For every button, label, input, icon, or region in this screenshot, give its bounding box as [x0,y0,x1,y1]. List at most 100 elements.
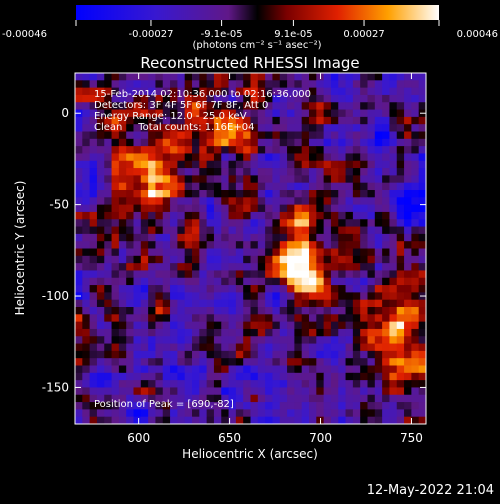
image-cell [279,277,288,286]
image-cell [155,380,164,388]
image-cell [316,211,325,220]
image-cell [170,285,178,293]
image-cell [192,402,200,410]
image-cell [330,94,339,103]
image-cell [228,350,237,359]
image-cell [118,394,127,403]
image-cell [279,263,288,271]
image-cell [396,94,405,103]
image-cell [404,365,412,374]
image-cell [250,131,259,140]
image-cell [162,307,171,315]
image-cell [170,219,178,227]
image-cell [345,285,354,293]
image-cell [133,285,142,293]
image-cell [140,285,149,293]
image-cell [279,153,288,162]
image-cell [111,387,120,396]
image-cell [382,138,390,147]
image-cell [294,197,303,206]
image-cell [265,190,273,198]
image-cell [82,109,91,118]
image-cell [411,219,420,227]
image-cell [418,372,426,381]
image-cell [126,73,134,81]
image-cell [287,343,295,352]
image-cell [287,307,295,315]
image-cell [360,80,368,89]
image-cell [294,255,303,264]
image-cell [330,80,339,89]
image-cell [382,168,390,176]
image-cell [367,255,376,264]
image-cell [206,241,215,249]
image-cell [323,116,332,125]
image-cell [126,109,134,118]
image-cell [404,233,412,242]
image-cell [272,226,281,235]
image-cell [250,204,259,213]
image-cell [279,394,288,403]
image-cell [213,292,222,301]
image-cell [389,255,398,264]
image-cell [162,219,171,227]
image-cell [272,387,281,396]
image-cell [96,197,105,206]
image-cell [75,343,83,352]
image-cell [111,416,120,424]
image-cell [323,402,332,410]
image-cell [75,350,83,359]
image-cell [301,416,310,424]
image-cell [221,292,229,301]
image-cell [170,402,178,410]
image-cell [104,372,112,381]
image-cell [352,292,361,301]
image-cell [104,87,112,96]
image-cell [82,255,91,264]
image-cell [96,350,105,359]
image-cell [192,365,200,374]
image-cell [140,248,149,257]
image-cell [133,358,142,366]
image-cell [389,124,398,132]
image-cell [118,109,127,118]
image-cell [192,116,200,125]
image-cell [411,168,420,176]
image-cell [126,94,134,103]
image-cell [411,80,420,89]
image-cell [352,372,361,381]
image-cell [133,402,142,410]
image-cell [250,394,259,403]
image-cell [287,336,295,344]
image-cell [126,160,134,169]
image-cell [155,307,164,315]
image-cell [184,365,193,374]
image-cell [75,336,83,344]
image-cell [133,328,142,337]
image-cell [228,321,237,330]
image-cell [75,73,83,81]
image-cell [272,219,281,227]
image-cell [104,197,112,206]
image-cell [309,80,317,89]
image-cell [221,365,229,374]
image-cell [374,131,383,140]
image-cell [170,146,178,154]
image-cell [140,277,149,286]
image-cell [352,285,361,293]
image-cell [294,314,303,323]
image-cell [206,190,215,198]
image-cell [192,190,200,198]
image-cell [177,131,186,140]
image-cell [111,343,120,352]
image-cell [360,263,368,271]
image-cell [418,80,426,89]
image-cell [367,131,376,140]
image-cell [396,270,405,279]
image-cell [265,343,273,352]
image-cell [316,146,325,154]
image-cell [316,109,325,118]
image-cell [265,124,273,132]
image-cell [235,358,244,366]
image-cell [228,285,237,293]
